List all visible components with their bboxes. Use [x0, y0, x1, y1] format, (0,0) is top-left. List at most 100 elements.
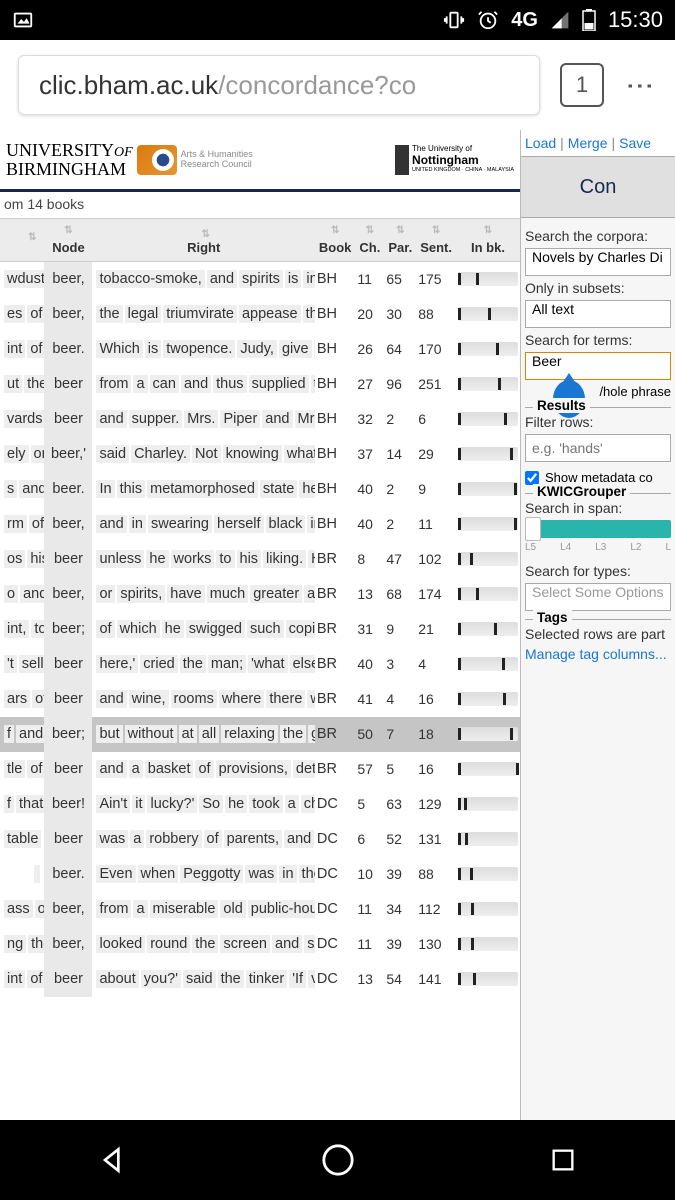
col-node[interactable]: ⇅Node	[44, 219, 92, 262]
book-code: BR	[315, 612, 356, 647]
position-bar	[456, 507, 520, 542]
chapter-num: 8	[355, 542, 384, 577]
node-word: beer.	[44, 857, 92, 892]
chapter-num: 40	[355, 507, 384, 542]
subset-select[interactable]: All text	[525, 300, 671, 328]
sentence-num: 4	[416, 647, 456, 682]
android-status-bar: 4G 15:30	[0, 0, 675, 40]
node-word: beer	[44, 962, 92, 997]
sentence-num: 29	[416, 437, 456, 472]
table-row[interactable]: 'tsellbeerhere,'criedtheman;'whatelsedBR…	[0, 647, 520, 682]
tags-legend: Tags	[533, 610, 572, 625]
book-code: BH	[315, 262, 356, 297]
right-context: thelegaltriumvirateappeasethe	[92, 297, 314, 332]
book-code: DC	[315, 787, 356, 822]
signal-icon	[550, 10, 570, 30]
tab-switcher[interactable]: 1	[560, 63, 604, 107]
sentence-num: 170	[416, 332, 456, 367]
table-row[interactable]: arsofbeerandwine,roomswherethereweBR4141…	[0, 682, 520, 717]
table-row[interactable]: beer.EvenwhenPeggottywasintheDC103988	[0, 857, 520, 892]
position-bar	[456, 787, 520, 822]
merge-link[interactable]: Merge	[568, 135, 608, 151]
node-word: beer.	[44, 332, 92, 367]
right-context: andabasketofprovisions,dete	[92, 752, 314, 787]
span-slider[interactable]	[525, 520, 671, 538]
table-row[interactable]: int,tobeer;ofwhichheswiggedsuchcopicBR31…	[0, 612, 520, 647]
table-row[interactable]: fandbeer;butwithoutatallrelaxingthegriBR…	[0, 717, 520, 752]
position-bar	[456, 927, 520, 962]
table-row[interactable]: intofbeeraboutyou?'saidthetinker'IfvoDC1…	[0, 962, 520, 997]
table-row[interactable]: intofbeer.Whichistwopence.Judy,givethBH2…	[0, 332, 520, 367]
left-context: int,to	[0, 612, 44, 647]
home-button[interactable]	[316, 1138, 360, 1182]
more-menu-icon[interactable]: ⋮	[624, 72, 657, 99]
paragraph-num: 96	[384, 367, 416, 402]
filter-input[interactable]	[525, 434, 671, 462]
table-row[interactable]: oandbeer,orspirits,havemuchgreaterattBR1…	[0, 577, 520, 612]
book-code: BR	[315, 717, 356, 752]
paragraph-num: 7	[384, 717, 416, 752]
table-row[interactable]: esofbeer,thelegaltriumvirateappeasetheBH…	[0, 297, 520, 332]
col-sent[interactable]: ⇅Sent.	[416, 219, 456, 262]
chapter-num: 26	[355, 332, 384, 367]
table-row[interactable]: ngthebeer,lookedroundthescreenandsaDC113…	[0, 927, 520, 962]
whole-phrase-label: /hole phrase	[599, 384, 671, 399]
recent-button[interactable]	[541, 1138, 585, 1182]
table-row[interactable]: oshisbeerunlessheworkstohisliking.HeBR84…	[0, 542, 520, 577]
sentence-num: 129	[416, 787, 456, 822]
save-link[interactable]: Save	[619, 135, 651, 151]
load-link[interactable]: Load	[525, 135, 556, 151]
concordance-table: ⇅ ⇅Node ⇅Right ⇅Book ⇅Ch. ⇅Par. ⇅Sent. ⇅…	[0, 218, 520, 1120]
types-select[interactable]: Select Some Options	[525, 583, 671, 611]
table-row[interactable]: tleofbeerandabasketofprovisions,deteBR57…	[0, 752, 520, 787]
page-content: UNIVERSITYOF BIRMINGHAM Arts & Humanitie…	[0, 130, 675, 1120]
col-right[interactable]: ⇅Right	[92, 219, 314, 262]
book-code: DC	[315, 927, 356, 962]
table-row[interactable]: assofbeer,fromamiserableoldpublic-housDC…	[0, 892, 520, 927]
sentence-num: 88	[416, 297, 456, 332]
position-bar	[456, 752, 520, 787]
corpus-select[interactable]: Novels by Charles Di	[525, 248, 671, 276]
col-left[interactable]: ⇅	[0, 219, 44, 262]
table-row[interactable]: utthebeerfromacanandthussuppliedthBH2796…	[0, 367, 520, 402]
position-bar	[456, 822, 520, 857]
table-row[interactable]: tablebeerwasarobberyofparents,andthDC652…	[0, 822, 520, 857]
url-host: clic.bham.ac.uk	[39, 70, 218, 101]
right-context: Inthismetamorphosedstatehe	[92, 472, 314, 507]
right-context: EvenwhenPeggottywasinthe	[92, 857, 314, 892]
paragraph-num: 64	[384, 332, 416, 367]
table-row[interactable]: fthatbeer!Ain'titlucky?'SohetookachopDC5…	[0, 787, 520, 822]
show-metadata-checkbox[interactable]	[525, 471, 539, 485]
col-inbk[interactable]: ⇅In bk.	[456, 219, 520, 262]
table-row[interactable]: wdust,beer,tobacco-smoke,andspiritsisinB…	[0, 262, 520, 297]
right-context: unlessheworkstohisliking.He	[92, 542, 314, 577]
sentence-num: 251	[416, 367, 456, 402]
back-button[interactable]	[91, 1138, 135, 1182]
sentence-num: 141	[416, 962, 456, 997]
manage-tags-link[interactable]: Manage tag columns...	[525, 646, 671, 662]
book-code: DC	[315, 822, 356, 857]
table-row[interactable]: sandbeer.InthismetamorphosedstateheBH402…	[0, 472, 520, 507]
paragraph-num: 54	[384, 962, 416, 997]
url-bar[interactable]: clic.bham.ac.uk/concordance?co	[18, 55, 540, 115]
position-bar	[456, 857, 520, 892]
position-bar	[456, 717, 520, 752]
term-input[interactable]: Beer	[525, 352, 671, 380]
book-code: BH	[315, 297, 356, 332]
node-word: beer,	[44, 507, 92, 542]
table-row[interactable]: elyonbeer,'saidCharley.NotknowingwhatrBH…	[0, 437, 520, 472]
chapter-num: 20	[355, 297, 384, 332]
panel-title: Con	[521, 156, 675, 218]
left-context: assof	[0, 892, 44, 927]
node-word: beer!	[44, 787, 92, 822]
node-word: beer,	[44, 262, 92, 297]
col-par[interactable]: ⇅Par.	[384, 219, 416, 262]
table-row[interactable]: rmofbeer,andinswearingherselfblackinBH40…	[0, 507, 520, 542]
chapter-num: 10	[355, 857, 384, 892]
battery-icon	[582, 9, 596, 31]
col-book[interactable]: ⇅Book	[315, 219, 356, 262]
col-ch[interactable]: ⇅Ch.	[355, 219, 384, 262]
table-row[interactable]: vardsbeerandsupper.Mrs.PiperandMrs.BH322…	[0, 402, 520, 437]
chapter-num: 57	[355, 752, 384, 787]
vibrate-icon	[443, 9, 465, 31]
